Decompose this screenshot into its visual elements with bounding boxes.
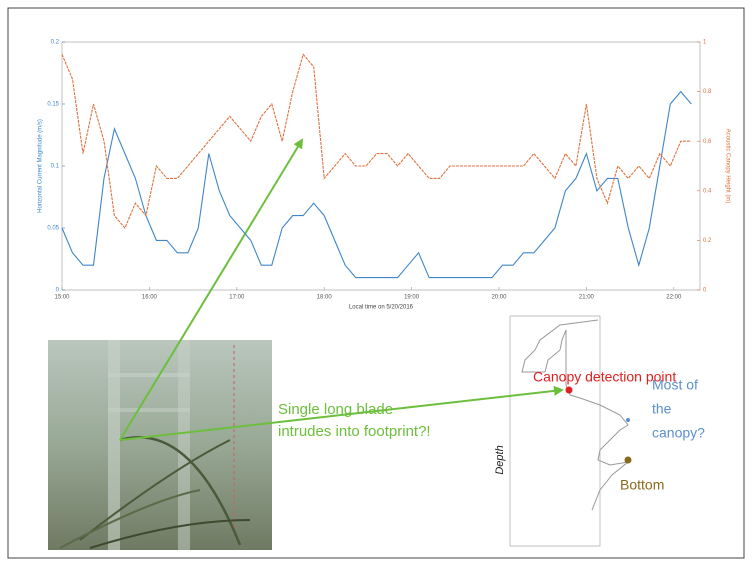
x-tick-label: 18:00 <box>317 295 333 301</box>
annotation: canopy? <box>652 425 705 441</box>
plot-area <box>62 42 700 290</box>
y2-tick-label: 0.8 <box>703 89 712 95</box>
x-tick-label: 21:00 <box>579 295 595 301</box>
photo <box>48 340 272 550</box>
x-tick-label: 17:00 <box>229 295 245 301</box>
x-tick-label: 20:00 <box>491 295 507 301</box>
depth-label: Depth <box>494 445 506 474</box>
annotation: intrudes into footprint?! <box>278 423 431 440</box>
y2-tick-label: 0.2 <box>703 238 712 244</box>
y2-axis-label: Acoustic Canopy Height (m) <box>724 129 730 204</box>
x-tick-label: 16:00 <box>142 295 158 301</box>
x-tick-label: 19:00 <box>404 295 420 301</box>
y-axis-label: Horizontal Current Magnitude (m/s) <box>38 119 44 213</box>
annotation: Single long blade <box>278 401 393 418</box>
annotation: Most of <box>652 377 698 393</box>
y-tick-label: 0.1 <box>51 164 60 170</box>
annotation: the <box>652 401 672 417</box>
x-tick-label: 15:00 <box>54 295 70 301</box>
y2-tick-label: 0.4 <box>703 188 712 194</box>
x-tick-label: 22:00 <box>666 295 682 301</box>
y-tick-label: 0.2 <box>51 40 60 46</box>
y-tick-label: 0.15 <box>47 102 59 108</box>
y-tick-label: 0.05 <box>47 226 59 232</box>
figure: Local time on 5/20/2016 Horizontal Curre… <box>0 0 752 566</box>
annotation: Bottom <box>620 477 664 493</box>
x-axis-label: Local time on 5/20/2016 <box>349 305 414 311</box>
y2-tick-label: 0.6 <box>703 139 712 145</box>
